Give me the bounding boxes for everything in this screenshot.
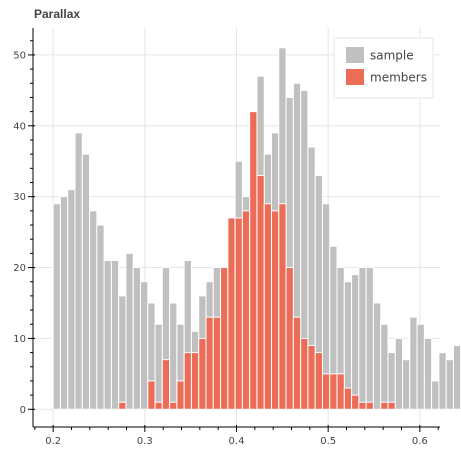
bar-sample-53 [439,353,446,410]
bar-members-23 [221,268,228,410]
bar-sample-11 [133,268,140,410]
bar-sample-44 [373,303,380,409]
bar-members-24 [228,218,235,409]
x-tick-label-4: 0.6 [412,436,428,447]
bar-sample-51 [424,338,431,409]
bar-sample-1 [60,197,67,410]
bar-members-39 [337,374,344,409]
bar-members-46 [388,402,395,409]
bar-sample-46 [388,353,395,410]
y-tick-label-5: 50 [13,50,26,61]
bar-members-42 [359,402,366,409]
bars [53,48,461,409]
bar-members-35 [308,345,315,409]
bar-members-20 [199,338,206,409]
bar-sample-50 [417,324,424,409]
bar-sample-55 [453,345,460,409]
bar-sample-45 [381,324,388,409]
bar-sample-16 [170,303,177,409]
legend-swatch-members [346,69,364,85]
bar-sample-5 [90,211,97,409]
x-tick-label-0: 0.2 [45,436,61,447]
legend-swatch-sample [346,47,364,63]
bar-sample-7 [104,260,111,409]
bar-members-38 [330,374,337,409]
bar-sample-2 [68,190,75,410]
bar-members-17 [177,381,184,409]
bar-members-25 [235,218,242,409]
bar-members-37 [322,374,329,409]
bar-sample-54 [446,360,453,410]
bar-sample-48 [403,360,410,410]
bar-sample-8 [111,260,118,409]
bar-sample-52 [432,381,439,409]
bar-members-31 [279,204,286,410]
bar-sample-10 [126,253,133,409]
bar-members-14 [155,402,162,409]
bar-members-26 [242,211,249,409]
bar-sample-9 [119,296,126,409]
bar-sample-6 [97,225,104,409]
bar-members-33 [293,317,300,409]
bar-sample-14 [155,324,162,409]
bar-members-19 [191,353,198,410]
bar-sample-41 [352,275,359,410]
bar-members-21 [206,317,213,409]
y-tick-label-2: 20 [13,263,26,274]
x-tick-label-2: 0.4 [229,436,245,447]
y-tick-label-4: 40 [13,121,26,132]
legend-label-members: members [370,71,427,85]
bar-members-15 [162,360,169,410]
bar-members-27 [250,112,257,410]
bar-members-30 [272,211,279,409]
x-tick-label-3: 0.5 [320,436,336,447]
chart-title: Parallax [34,7,80,21]
y-tick-label-1: 10 [13,334,26,345]
bar-sample-47 [395,338,402,409]
bar-members-28 [257,175,264,409]
bar-members-22 [213,317,220,409]
bar-sample-0 [53,204,60,410]
bar-sample-43 [366,268,373,410]
y-tick-label-0: 0 [20,405,26,416]
bar-members-36 [315,353,322,410]
bar-members-45 [381,402,388,409]
bar-members-29 [264,204,271,410]
bar-sample-42 [359,268,366,410]
bar-sample-12 [141,282,148,410]
bar-sample-3 [75,133,82,409]
bar-members-41 [352,395,359,409]
bar-members-13 [148,381,155,409]
bar-members-32 [286,268,293,410]
bar-members-40 [344,388,351,409]
y-tick-label-3: 30 [13,192,26,203]
bar-sample-4 [82,154,89,409]
legend-label-sample: sample [370,49,414,63]
bar-members-34 [301,338,308,409]
x-tick-label-1: 0.3 [137,436,153,447]
bar-members-16 [170,402,177,409]
legend: sample members [334,38,433,98]
bar-members-43 [366,402,373,409]
bar-members-9 [119,402,126,409]
bar-members-18 [184,353,191,410]
bar-sample-49 [410,317,417,409]
